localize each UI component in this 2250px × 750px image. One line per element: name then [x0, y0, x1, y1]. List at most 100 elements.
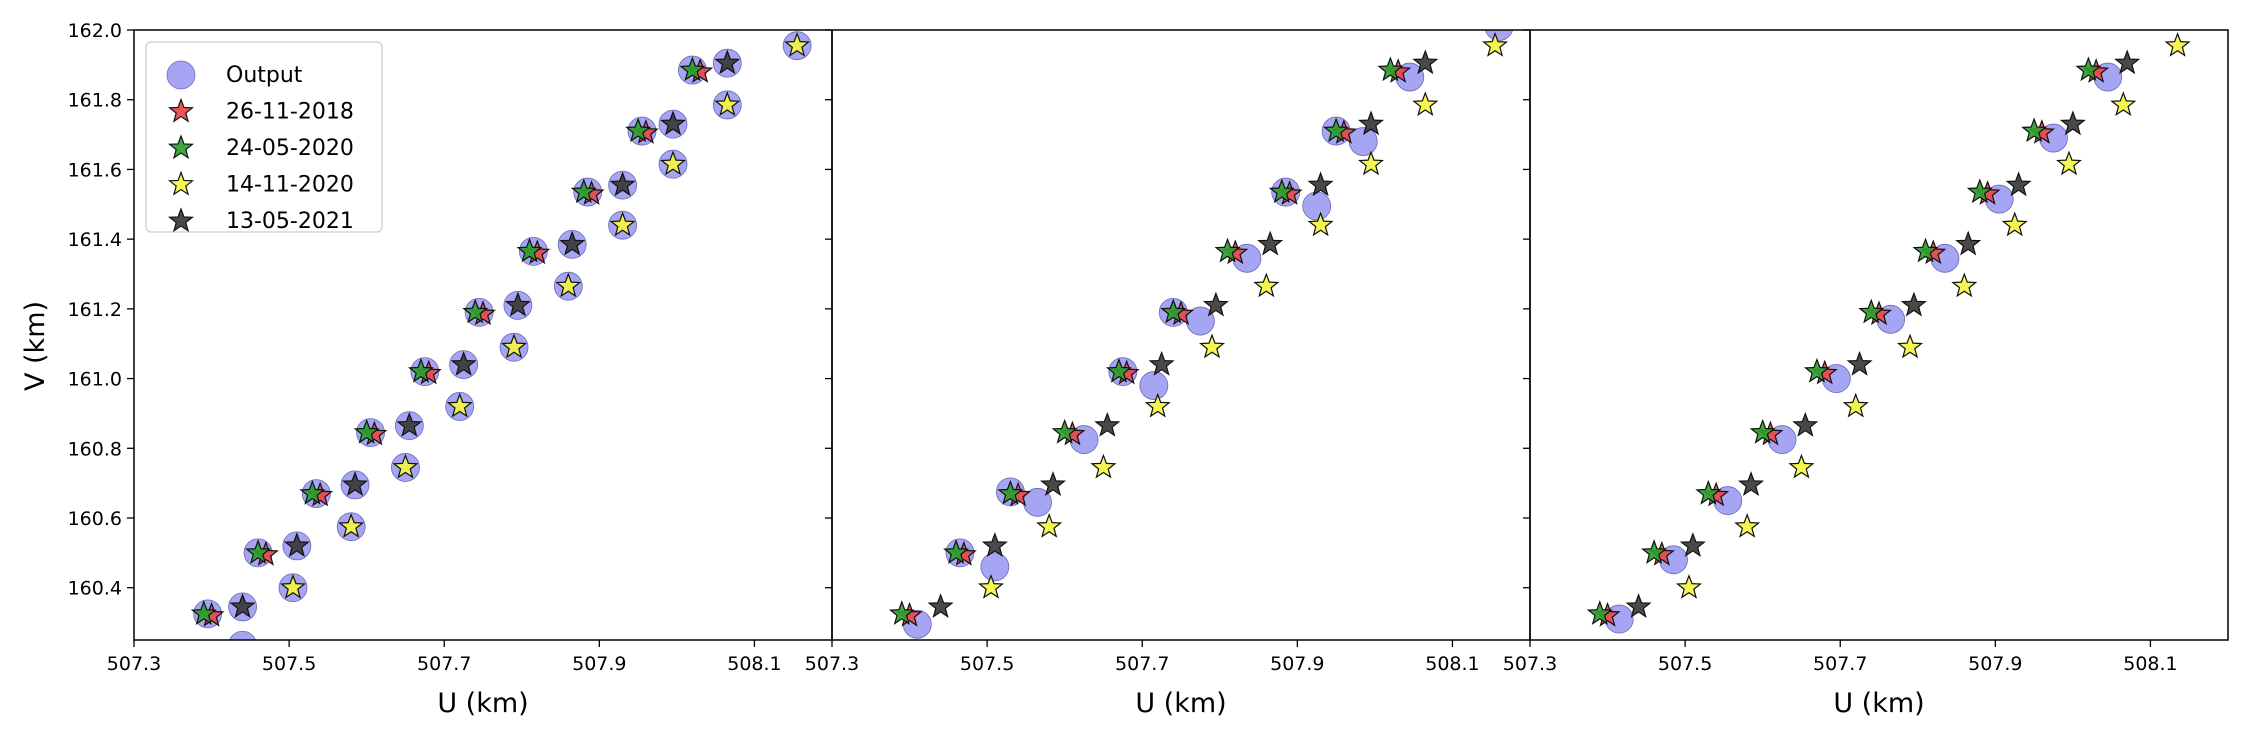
star-point: [1803, 357, 1830, 383]
series-13-05-2021: [927, 49, 1439, 618]
series-14-11-2020: [977, 31, 1509, 599]
legend-label: 14-11-2020: [226, 173, 354, 198]
star-point: [353, 418, 380, 444]
star-point: [516, 237, 543, 263]
panel-1: 507.3 507.5 507.7 507.9 508.1 160.4 160.6 160.8…: [68, 20, 833, 719]
legend-marker: [167, 207, 195, 233]
star-point: [392, 453, 419, 479]
star-point: [888, 600, 915, 625]
star-point: [1036, 512, 1063, 538]
x-tick-label: 508.1: [727, 653, 781, 675]
series-24-05-2020: [888, 56, 1404, 625]
legend-label: 24-05-2020: [226, 136, 354, 161]
star-point: [2005, 171, 2032, 197]
x-tick-label: 507.5: [1658, 653, 1712, 675]
x-tick-label: 507.7: [417, 653, 471, 675]
star-point: [396, 411, 423, 437]
star-point: [1625, 593, 1652, 618]
plot-area-1: [190, 31, 812, 640]
output-point: [229, 630, 256, 640]
star-point: [784, 31, 811, 57]
star-point: [1214, 237, 1241, 263]
star-point: [2055, 150, 2083, 176]
x-tick-label: 507.9: [1968, 653, 2022, 675]
star-point: [609, 211, 636, 237]
star-point: [341, 471, 369, 496]
x-tick-label: 508.1: [2123, 653, 2177, 675]
star-point: [1105, 357, 1132, 383]
star-point: [2110, 91, 2137, 117]
y-tick-label: 160.8: [68, 438, 122, 460]
y-tick-label: 161.4: [68, 229, 122, 251]
star-point: [1051, 418, 1078, 444]
star-point: [338, 512, 365, 538]
star-point: [1357, 150, 1385, 176]
star-point: [1307, 211, 1334, 237]
star-point: [1951, 272, 1978, 298]
star-point: [1377, 56, 1404, 82]
star-point: [981, 532, 1008, 557]
star-point: [679, 56, 706, 82]
star-point: [570, 178, 597, 204]
star-point: [1148, 350, 1175, 376]
star-point: [1586, 600, 1613, 625]
y-tick-label: 161.0: [68, 369, 122, 391]
legend-marker: [167, 170, 195, 196]
output-point: [1348, 127, 1378, 156]
plot-area-2: [888, 30, 1513, 639]
star-point: [943, 539, 970, 564]
x-tick-label: 507.5: [960, 653, 1014, 675]
output-point: [1139, 371, 1169, 400]
star-point: [1198, 333, 1226, 359]
star-point: [1482, 31, 1509, 57]
star-point: [1695, 479, 1722, 505]
series-24-05-2020: [190, 56, 706, 625]
axes-frame: [1529, 29, 2229, 641]
x-tick-label: 507.9: [1270, 653, 1324, 675]
series-13-05-2021: [229, 49, 741, 618]
y-tick-label: 162.0: [68, 20, 122, 42]
y-tick-label: 161.6: [68, 159, 122, 181]
star-point: [1412, 49, 1439, 75]
star-point: [977, 573, 1005, 599]
star-point: [462, 298, 489, 324]
x-tick-label: 508.1: [1425, 653, 1479, 675]
legend-label: 26-11-2018: [226, 100, 354, 125]
output-point: [1302, 191, 1332, 221]
star-point: [407, 357, 434, 383]
star-point: [2114, 49, 2141, 75]
panels-group: 507.3 507.5 507.7 507.9 508.1 160.4 160.6 160.8…: [68, 20, 2229, 719]
x-axis-label: U (km): [1135, 688, 1226, 719]
star-point: [1307, 171, 1334, 197]
y-tick-label: 161.2: [68, 299, 122, 321]
y-tick-label: 160.4: [68, 578, 122, 600]
star-point: [450, 350, 477, 376]
star-point: [279, 573, 307, 599]
star-point: [1842, 392, 1869, 418]
star-point: [1896, 333, 1924, 359]
y-tick-label: 160.6: [68, 508, 122, 530]
star-point: [1749, 418, 1776, 444]
star-point: [1675, 573, 1703, 599]
x-tick-label: 507.3: [107, 653, 161, 675]
star-point: [1734, 512, 1761, 538]
star-point: [446, 392, 473, 418]
x-axis-label: U (km): [1833, 688, 1924, 719]
star-point: [229, 593, 256, 618]
star-point: [659, 110, 687, 136]
star-point: [927, 593, 954, 618]
star-point: [1900, 291, 1927, 317]
legend-marker: [167, 97, 195, 123]
star-point: [1788, 453, 1815, 479]
star-point: [1912, 237, 1939, 263]
legend-label: Output: [226, 63, 303, 88]
legend: Output 26-11-2018 24-05-2020 14-11-2020 13-0…: [145, 41, 383, 234]
legend-box: [145, 41, 383, 233]
star-point: [1323, 117, 1350, 143]
legend-marker: [166, 60, 196, 90]
star-point: [500, 333, 528, 359]
star-point: [1792, 411, 1819, 437]
output-point: [1485, 30, 1513, 41]
plot-area-3: [1586, 30, 2191, 634]
